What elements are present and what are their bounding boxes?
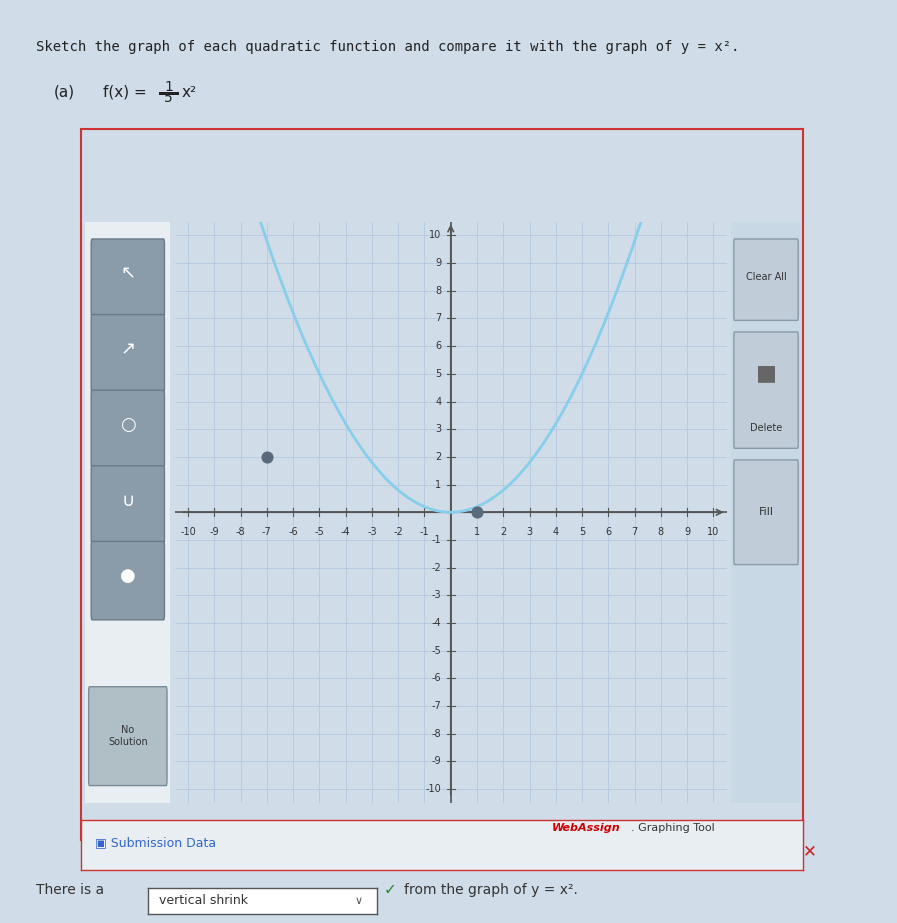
Text: Fill: Fill	[759, 508, 773, 517]
Text: -7: -7	[262, 527, 272, 537]
Text: -1: -1	[432, 535, 441, 545]
FancyBboxPatch shape	[734, 460, 798, 565]
Text: 8: 8	[435, 286, 441, 295]
Text: 5: 5	[435, 369, 441, 378]
Text: ▣ Submission Data: ▣ Submission Data	[95, 836, 216, 849]
Text: -3: -3	[367, 527, 377, 537]
Text: ○: ○	[120, 416, 135, 434]
FancyBboxPatch shape	[91, 466, 164, 545]
Text: ✕: ✕	[803, 842, 816, 860]
Text: 4: 4	[435, 397, 441, 406]
FancyBboxPatch shape	[734, 332, 798, 449]
FancyBboxPatch shape	[734, 239, 798, 320]
Text: 10: 10	[430, 231, 441, 240]
Text: -1: -1	[420, 527, 430, 537]
FancyBboxPatch shape	[91, 390, 164, 469]
Text: 2: 2	[501, 527, 507, 537]
Text: -6: -6	[432, 674, 441, 683]
Text: 1: 1	[435, 480, 441, 489]
Text: 5: 5	[164, 91, 173, 105]
Text: -4: -4	[341, 527, 351, 537]
Text: vertical shrink: vertical shrink	[160, 894, 248, 907]
Text: -6: -6	[288, 527, 298, 537]
Text: 5: 5	[579, 527, 585, 537]
Text: 3: 3	[527, 527, 533, 537]
Text: 7: 7	[435, 314, 441, 323]
Text: 3: 3	[435, 425, 441, 434]
Text: ■: ■	[755, 363, 777, 383]
Text: -7: -7	[431, 701, 441, 711]
FancyBboxPatch shape	[91, 541, 164, 620]
Text: Delete: Delete	[750, 423, 782, 433]
Text: 6: 6	[605, 527, 612, 537]
FancyBboxPatch shape	[91, 315, 164, 393]
Text: ↖: ↖	[120, 265, 135, 282]
FancyBboxPatch shape	[89, 687, 167, 785]
Point	[260, 450, 274, 464]
Text: 1: 1	[164, 80, 173, 94]
Text: 4: 4	[553, 527, 559, 537]
Text: -9: -9	[432, 757, 441, 766]
Text: ∪: ∪	[121, 492, 135, 509]
Point	[470, 505, 484, 520]
Text: -4: -4	[432, 618, 441, 628]
Text: -2: -2	[431, 563, 441, 572]
Text: 2: 2	[435, 452, 441, 462]
Text: Clear All: Clear All	[745, 271, 787, 282]
Text: 7: 7	[631, 527, 638, 537]
Text: 9: 9	[435, 258, 441, 268]
Text: 10: 10	[708, 527, 719, 537]
Text: ↗: ↗	[120, 341, 135, 358]
Text: -2: -2	[393, 527, 403, 537]
Text: . Graphing Tool: . Graphing Tool	[631, 823, 714, 833]
Text: ∨: ∨	[355, 896, 363, 905]
Text: -5: -5	[431, 646, 441, 655]
Text: -5: -5	[315, 527, 325, 537]
Text: WebAssign: WebAssign	[552, 823, 621, 833]
Text: from the graph of y = x².: from the graph of y = x².	[404, 883, 578, 897]
Text: -9: -9	[210, 527, 219, 537]
Text: Sketch the graph of each quadratic function and compare it with the graph of y =: Sketch the graph of each quadratic funct…	[36, 40, 739, 54]
Text: There is a: There is a	[36, 883, 104, 897]
Text: No
Solution: No Solution	[108, 725, 148, 748]
Text: 9: 9	[684, 527, 690, 537]
Text: 8: 8	[658, 527, 664, 537]
Text: (a): (a)	[54, 85, 75, 100]
Text: -10: -10	[180, 527, 196, 537]
Text: -3: -3	[432, 591, 441, 600]
Text: 6: 6	[435, 342, 441, 351]
Text: -8: -8	[432, 729, 441, 738]
FancyBboxPatch shape	[91, 239, 164, 318]
Text: ✓: ✓	[384, 882, 396, 897]
Text: ●: ●	[120, 568, 135, 585]
Text: f(x) =: f(x) =	[103, 85, 147, 100]
Text: x²: x²	[181, 85, 196, 100]
Text: 1: 1	[474, 527, 480, 537]
Text: -8: -8	[236, 527, 246, 537]
Text: -10: -10	[426, 785, 441, 794]
